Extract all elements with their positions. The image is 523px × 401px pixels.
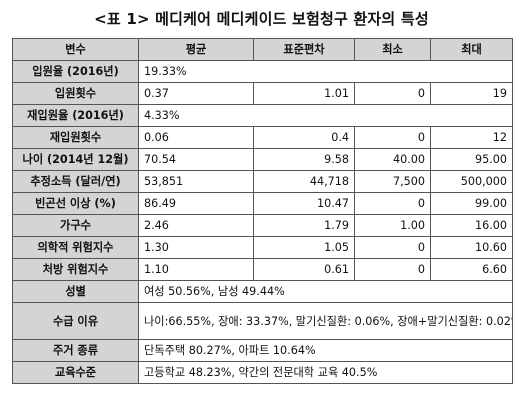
cell-min: 0 (354, 258, 431, 281)
row-label: 추정소득 (달러/연) (12, 170, 139, 193)
row-value: 여성 50.56%, 남성 49.44% (138, 280, 513, 303)
header-max: 최대 (430, 38, 513, 61)
cell-min: 0 (354, 236, 431, 259)
cell-sd: 44,718 (253, 170, 355, 193)
row-value: 19.33% (138, 60, 513, 83)
cell-sd: 0.4 (253, 126, 355, 149)
cell-max: 99.00 (430, 192, 513, 215)
cell-min: 0 (354, 192, 431, 215)
table-row: 주거 종류 단독주택 80.27%, 아파트 10.64% (12, 339, 513, 362)
row-label: 주거 종류 (12, 339, 139, 362)
cell-max: 12 (430, 126, 513, 149)
row-label: 수급 이유 (12, 302, 139, 340)
row-label: 입원율 (2016년) (12, 60, 139, 83)
cell-mean: 0.37 (138, 82, 254, 105)
table-title: <표 1> 메디케어 메디케이드 보험청구 환자의 특성 (94, 10, 429, 28)
table-row: 의학적 위험지수 1.30 1.05 0 10.60 (12, 236, 513, 259)
table-row: 입원율 (2016년) 19.33% (12, 60, 513, 83)
table-row: 나이 (2014년 12월) 70.54 9.58 40.00 95.00 (12, 148, 513, 171)
cell-min: 0 (354, 82, 431, 105)
cell-max: 95.00 (430, 148, 513, 171)
cell-max: 16.00 (430, 214, 513, 237)
table-row: 추정소득 (달러/연) 53,851 44,718 7,500 500,000 (12, 170, 513, 193)
row-value: 고등학교 48.23%, 약간의 전문대학 교육 40.5% (138, 361, 513, 384)
cell-sd: 1.05 (253, 236, 355, 259)
cell-max: 500,000 (430, 170, 513, 193)
cell-max: 10.60 (430, 236, 513, 259)
row-label: 입원횟수 (12, 82, 139, 105)
row-label: 처방 위험지수 (12, 258, 139, 281)
table-row: 가구수 2.46 1.79 1.00 16.00 (12, 214, 513, 237)
row-label: 빈곤선 이상 (%) (12, 192, 139, 215)
row-label: 재입원율 (2016년) (12, 104, 139, 127)
header-variable: 변수 (12, 38, 139, 61)
table-row: 재입원율 (2016년) 4.33% (12, 104, 513, 127)
cell-mean: 1.30 (138, 236, 254, 259)
table-header-row: 변수 평균 표준편차 최소 최대 (12, 38, 513, 61)
row-label: 나이 (2014년 12월) (12, 148, 139, 171)
row-label: 의학적 위험지수 (12, 236, 139, 259)
cell-mean: 53,851 (138, 170, 254, 193)
table-row: 재입원횟수 0.06 0.4 0 12 (12, 126, 513, 149)
cell-sd: 0.61 (253, 258, 355, 281)
row-label: 성별 (12, 280, 139, 303)
table-row: 수급 이유 나이:66.55%, 장애: 33.37%, 말기신질환: 0.06… (12, 302, 513, 340)
patient-characteristics-table: 변수 평균 표준편차 최소 최대 입원율 (2016년) 19.33% 입원횟수… (12, 38, 513, 384)
cell-min: 1.00 (354, 214, 431, 237)
table-row: 입원횟수 0.37 1.01 0 19 (12, 82, 513, 105)
cell-mean: 1.10 (138, 258, 254, 281)
cell-mean: 70.54 (138, 148, 254, 171)
cell-min: 0 (354, 126, 431, 149)
row-label: 가구수 (12, 214, 139, 237)
cell-min: 40.00 (354, 148, 431, 171)
table-row: 성별 여성 50.56%, 남성 49.44% (12, 280, 513, 303)
cell-mean: 2.46 (138, 214, 254, 237)
cell-mean: 0.06 (138, 126, 254, 149)
row-value: 단독주택 80.27%, 아파트 10.64% (138, 339, 513, 362)
row-label: 재입원횟수 (12, 126, 139, 149)
row-value: 4.33% (138, 104, 513, 127)
cell-sd: 9.58 (253, 148, 355, 171)
cell-sd: 1.01 (253, 82, 355, 105)
header-min: 최소 (354, 38, 431, 61)
cell-sd: 1.79 (253, 214, 355, 237)
row-value: 나이:66.55%, 장애: 33.37%, 말기신질환: 0.06%, 장애+… (138, 302, 513, 340)
cell-mean: 86.49 (138, 192, 254, 215)
header-sd: 표준편차 (253, 38, 355, 61)
cell-sd: 10.47 (253, 192, 355, 215)
cell-max: 6.60 (430, 258, 513, 281)
table-row: 처방 위험지수 1.10 0.61 0 6.60 (12, 258, 513, 281)
table-row: 교육수준 고등학교 48.23%, 약간의 전문대학 교육 40.5% (12, 361, 513, 384)
header-mean: 평균 (138, 38, 254, 61)
cell-min: 7,500 (354, 170, 431, 193)
row-label: 교육수준 (12, 361, 139, 384)
table-row: 빈곤선 이상 (%) 86.49 10.47 0 99.00 (12, 192, 513, 215)
cell-max: 19 (430, 82, 513, 105)
